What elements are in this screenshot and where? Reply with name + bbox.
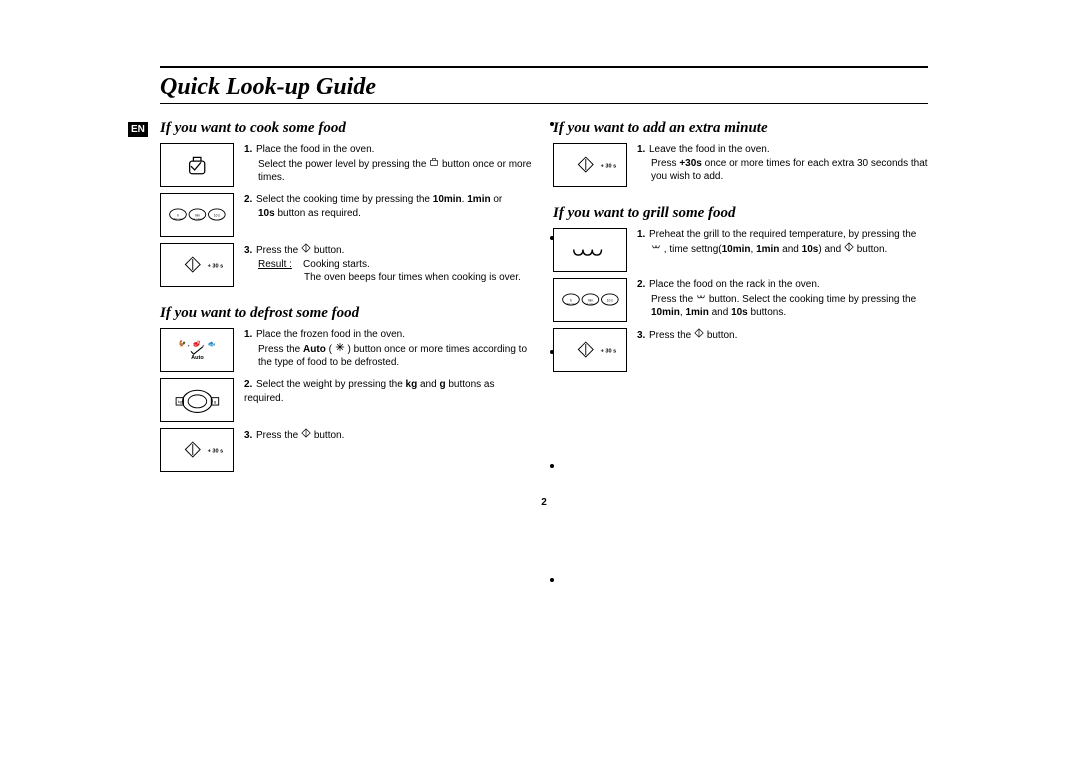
power-icon — [429, 157, 439, 172]
left-column: If you want to cook some food 1.Place th… — [160, 120, 535, 478]
step-text: 2.Select the cooking time by pressing th… — [244, 193, 502, 220]
step-text: 1.Place the frozen food in the oven. Pre… — [244, 328, 535, 370]
columns: If you want to cook some food 1.Place th… — [160, 120, 928, 478]
step-text: 1.Leave the food in the oven. Press +30s… — [637, 143, 928, 184]
svg-text:+: + — [202, 344, 205, 349]
start-button-icon: + 30 s — [160, 243, 234, 287]
start-button-icon: + 30 s — [160, 428, 234, 472]
time-buttons-icon: h10 min min1 min 10 s — [160, 193, 234, 237]
step-text: 2.Select the weight by pressing the kg a… — [244, 378, 535, 405]
svg-text:g: g — [214, 401, 216, 405]
document-page: Quick Look-up Guide EN If you want to co… — [160, 66, 928, 478]
svg-text:Auto: Auto — [191, 355, 204, 361]
svg-text:+ 30 s: + 30 s — [207, 449, 223, 455]
step-row: + 30 s 3.Press the button. Result : Cook… — [160, 243, 535, 287]
time-buttons-icon: h10 min min1 min 10 s — [553, 278, 627, 322]
auto-defrost-icon: 🐓+ 🥩+ 🐟 Auto — [160, 328, 234, 372]
step-text: 1.Place the food in the oven. Select the… — [244, 143, 535, 185]
svg-text:10 min: 10 min — [173, 218, 182, 222]
step-row: kg g 2.Select the weight by pressing the … — [160, 378, 535, 422]
diamond-start-icon — [301, 243, 311, 258]
step-row: h10 min min1 min 10 s 2.Select the cooki… — [160, 193, 535, 237]
step-row: 🐓+ 🥩+ 🐟 Auto 1.Place the frozen food in … — [160, 328, 535, 372]
start-button-icon: + 30 s — [553, 328, 627, 372]
svg-text:kg: kg — [177, 401, 181, 405]
section-heading-defrost: If you want to defrost some food — [160, 305, 535, 322]
section-heading-grill: If you want to grill some food — [553, 205, 928, 222]
step-row: + 30 s 1.Leave the food in the oven. Pre… — [553, 143, 928, 187]
step-text: 3.Press the button. — [244, 428, 344, 443]
step-row: + 30 s 3.Press the button. — [553, 328, 928, 372]
section-heading-extra: If you want to add an extra minute — [553, 120, 928, 137]
section-heading-cook: If you want to cook some food — [160, 120, 535, 137]
defrost-snowflake-icon — [335, 342, 345, 357]
power-level-icon — [160, 143, 234, 187]
grill-icon — [696, 292, 706, 307]
page-number: 2 — [541, 497, 547, 508]
svg-text:🐟: 🐟 — [207, 341, 215, 348]
svg-text:🥩: 🥩 — [192, 340, 200, 348]
step-row: 1.Preheat the grill to the required temp… — [553, 228, 928, 272]
svg-text:10 s: 10 s — [606, 299, 612, 303]
rule-thin — [160, 103, 928, 104]
step-text: 3.Press the button. — [637, 328, 737, 343]
svg-text:+ 30 s: + 30 s — [600, 349, 616, 355]
diamond-start-icon — [844, 242, 854, 257]
start-button-icon: + 30 s — [553, 143, 627, 187]
svg-text:+ 30 s: + 30 s — [600, 164, 616, 170]
step-row: h10 min min1 min 10 s 2.Place the food o… — [553, 278, 928, 322]
svg-text:+: + — [187, 344, 190, 349]
diamond-start-icon — [694, 328, 704, 343]
svg-text:1 min: 1 min — [194, 218, 201, 222]
grill-icon — [651, 242, 661, 257]
svg-text:10 s: 10 s — [213, 214, 219, 218]
diamond-start-icon — [301, 428, 311, 443]
svg-text:10 min: 10 min — [566, 303, 575, 307]
step-row: 1.Place the food in the oven. Select the… — [160, 143, 535, 187]
svg-text:🐓: 🐓 — [178, 340, 186, 348]
step-row: + 30 s 3.Press the button. — [160, 428, 535, 472]
step-text: 2.Place the food on the rack in the oven… — [637, 278, 928, 320]
grill-element-icon — [553, 228, 627, 272]
rule-top — [160, 66, 928, 68]
step-text: 3.Press the button. Result : Cooking sta… — [244, 243, 521, 285]
page-title: Quick Look-up Guide — [160, 74, 928, 101]
svg-text:+ 30 s: + 30 s — [207, 264, 223, 270]
weight-dial-icon: kg g — [160, 378, 234, 422]
language-badge: EN — [128, 122, 148, 137]
step-text: 1.Preheat the grill to the required temp… — [637, 228, 916, 256]
right-column: If you want to add an extra minute + 30 … — [553, 120, 928, 478]
svg-text:1 min: 1 min — [587, 303, 594, 307]
